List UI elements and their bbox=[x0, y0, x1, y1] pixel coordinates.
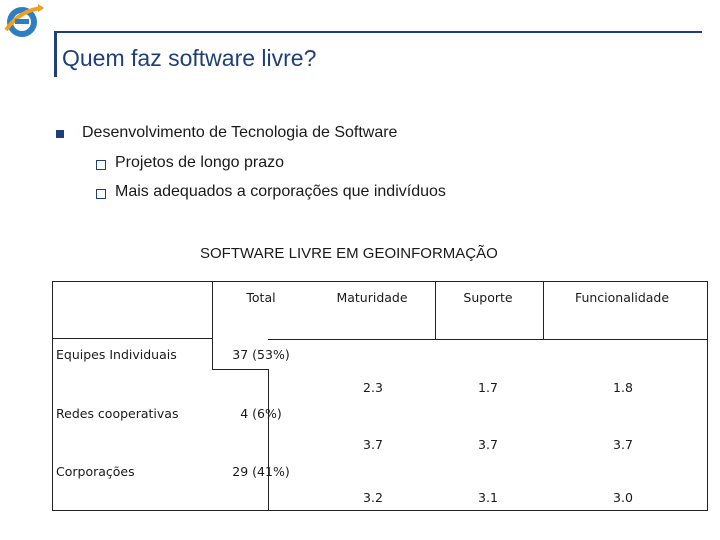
table-caption: SOFTWARE LIVRE EM GEOINFORMAÇÃO bbox=[200, 245, 498, 262]
row-label: Equipes Individuais bbox=[56, 347, 177, 362]
header-maturidade: Maturidade bbox=[336, 290, 408, 305]
row-label: Redes cooperativas bbox=[56, 406, 179, 421]
cell-total: 4 (6%) bbox=[240, 406, 282, 421]
cell-funcionalidade: 3.0 bbox=[613, 490, 633, 505]
slide-title: Quem faz software livre? bbox=[62, 45, 317, 71]
hollow-square-bullet-icon bbox=[96, 160, 106, 170]
bullet-text: Desenvolvimento de Tecnologia de Softwar… bbox=[82, 124, 398, 141]
title-frame bbox=[54, 31, 702, 77]
header-total: Total bbox=[246, 290, 276, 305]
header-funcionalidade: Funcionalidade bbox=[574, 290, 670, 305]
cell-total: 29 (41%) bbox=[232, 464, 290, 479]
sub-bullet-text: Projetos de longo prazo bbox=[115, 154, 284, 171]
cell-total: 37 (53%) bbox=[232, 347, 290, 362]
header-suporte: Suporte bbox=[463, 290, 513, 305]
inpe-logo-icon bbox=[4, 4, 44, 37]
cell-funcionalidade: 1.8 bbox=[613, 380, 633, 395]
cell-maturidade: 3.2 bbox=[363, 490, 383, 505]
cell-maturidade: 3.7 bbox=[363, 437, 383, 452]
square-bullet-icon bbox=[56, 130, 64, 138]
row-label: Corporações bbox=[56, 464, 135, 479]
cell-suporte: 1.7 bbox=[478, 380, 498, 395]
hollow-square-bullet-icon bbox=[96, 189, 106, 199]
cell-suporte: 3.1 bbox=[478, 490, 498, 505]
data-table: Total Maturidade Suporte Funcionalidade … bbox=[52, 281, 708, 511]
cell-funcionalidade: 3.7 bbox=[613, 437, 633, 452]
cell-maturidade: 2.3 bbox=[363, 380, 383, 395]
cell-suporte: 3.7 bbox=[478, 437, 498, 452]
sub-bullet-text: Mais adequados a corporações que indivíd… bbox=[115, 183, 446, 200]
